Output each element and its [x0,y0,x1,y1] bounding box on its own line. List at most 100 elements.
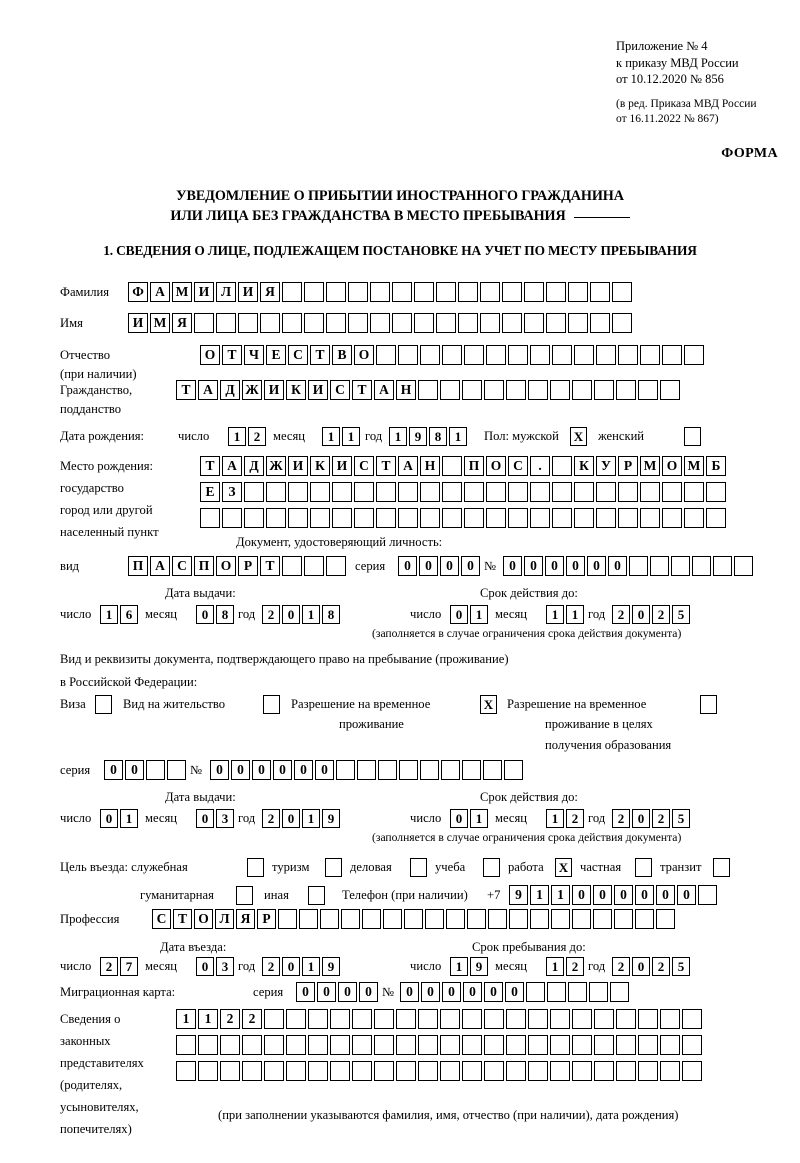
birthplace-row-1-cell[interactable]: С [508,456,528,476]
purpose-other-checkbox[interactable] [308,886,325,905]
surname-field-cell[interactable] [304,282,324,302]
birthplace-row-2-cell[interactable] [574,482,594,502]
legal-rep-row-2-cell[interactable] [396,1035,416,1055]
mcard-number-field-cell[interactable]: 0 [421,982,440,1002]
permit-number-field-cell[interactable]: 0 [315,760,334,780]
legal-rep-row-1-cell[interactable] [506,1009,526,1029]
legal-rep-row-1-cell[interactable] [682,1009,702,1029]
birthplace-row-1-cell[interactable]: У [596,456,616,476]
legal-rep-row-3-cell[interactable] [264,1061,284,1081]
birth-month-digit[interactable]: 1 [342,427,360,446]
doc-series-field-cell[interactable]: 0 [398,556,417,576]
profession-field-cell[interactable] [446,909,465,929]
doc-issue-year-digit[interactable]: 2 [262,605,280,624]
birthplace-row-1-cell[interactable]: М [640,456,660,476]
profession-field-cell[interactable]: Я [236,909,255,929]
phone-field-cell[interactable]: 0 [593,885,612,905]
legal-rep-row-3-cell[interactable] [176,1061,196,1081]
profession-field-cell[interactable] [383,909,402,929]
birthplace-row-1-cell[interactable]: Д [244,456,264,476]
firstname-field-cell[interactable]: М [150,313,170,333]
purpose-private-checkbox[interactable] [635,858,652,877]
legal-rep-row-3-cell[interactable] [616,1061,636,1081]
citizenship-field-cell[interactable]: Н [396,380,416,400]
profession-field-cell[interactable] [425,909,444,929]
mcard-series-field-cell[interactable]: 0 [317,982,336,1002]
patronymic-field-cell[interactable] [464,345,484,365]
doc-kind-field-cell[interactable]: Р [238,556,258,576]
patronymic-field-cell[interactable]: О [200,345,220,365]
legal-rep-row-2-cell[interactable] [220,1035,240,1055]
entry-year-digit[interactable]: 2 [262,957,280,976]
stay-year-digit[interactable]: 2 [612,957,630,976]
firstname-field-cell[interactable]: И [128,313,148,333]
phone-field-cell[interactable]: 0 [635,885,654,905]
patronymic-field-cell[interactable] [684,345,704,365]
birthplace-row-2-cell[interactable]: Е [200,482,220,502]
patronymic-field-cell[interactable]: С [288,345,308,365]
permit-number-field-cell[interactable] [504,760,523,780]
legal-rep-row-3-cell[interactable] [352,1061,372,1081]
citizenship-field-cell[interactable] [462,380,482,400]
patronymic-field-cell[interactable] [508,345,528,365]
birthplace-row-2-cell[interactable] [266,482,286,502]
profession-field-cell[interactable] [551,909,570,929]
firstname-field-cell[interactable] [348,313,368,333]
citizenship-field-cell[interactable] [572,380,592,400]
legal-rep-row-3-cell[interactable] [308,1061,328,1081]
surname-field-cell[interactable] [524,282,544,302]
surname-field-cell[interactable] [282,282,302,302]
surname-field-cell[interactable] [546,282,566,302]
legal-rep-row-1-cell[interactable]: 1 [198,1009,218,1029]
birthplace-row-2-cell[interactable] [596,482,616,502]
birthplace-row-3-cell[interactable] [508,508,528,528]
permit-number-field-cell[interactable] [420,760,439,780]
permit-valid-day-digit[interactable]: 0 [450,809,468,828]
birthplace-row-1-cell[interactable]: Т [376,456,396,476]
surname-field-cell[interactable]: Ф [128,282,148,302]
legal-rep-row-2-cell[interactable] [176,1035,196,1055]
profession-field-cell[interactable]: Л [215,909,234,929]
legal-rep-row-2-cell[interactable] [462,1035,482,1055]
mcard-number-field-cell[interactable]: 0 [400,982,419,1002]
surname-field-cell[interactable] [568,282,588,302]
entry-day-digit[interactable]: 2 [100,957,118,976]
birthplace-row-2-cell[interactable] [640,482,660,502]
legal-rep-row-2-cell[interactable] [264,1035,284,1055]
legal-rep-row-2-cell[interactable] [572,1035,592,1055]
doc-number-field-cell[interactable] [671,556,690,576]
surname-field-cell[interactable] [436,282,456,302]
legal-rep-row-1-cell[interactable] [594,1009,614,1029]
firstname-field-cell[interactable] [612,313,632,333]
patronymic-field-cell[interactable] [486,345,506,365]
profession-field-cell[interactable] [362,909,381,929]
mcard-number-field-cell[interactable] [610,982,629,1002]
legal-rep-row-2-cell[interactable] [682,1035,702,1055]
doc-number-field-cell[interactable] [650,556,669,576]
birthplace-row-2-cell[interactable]: З [222,482,242,502]
citizenship-field-cell[interactable]: Д [220,380,240,400]
doc-number-field-cell[interactable]: 0 [566,556,585,576]
birthplace-row-3-cell[interactable] [442,508,462,528]
permit-issue-year-digit[interactable]: 1 [302,809,320,828]
patronymic-field-cell[interactable]: Т [310,345,330,365]
patronymic-field-cell[interactable]: О [354,345,374,365]
surname-field-cell[interactable]: И [238,282,258,302]
legal-rep-row-2-cell[interactable] [352,1035,372,1055]
birthplace-row-1-cell[interactable]: Б [706,456,726,476]
doc-kind-field-cell[interactable]: Т [260,556,280,576]
doc-valid-day-digit[interactable]: 0 [450,605,468,624]
patronymic-field-cell[interactable] [376,345,396,365]
mcard-number-field-cell[interactable]: 0 [505,982,524,1002]
patronymic-field-cell[interactable] [662,345,682,365]
birthplace-row-1-cell[interactable]: . [530,456,550,476]
doc-series-field-cell[interactable]: 0 [461,556,480,576]
surname-field-cell[interactable] [414,282,434,302]
residence-permit-checkbox[interactable] [263,695,280,714]
mcard-number-field-cell[interactable]: 0 [484,982,503,1002]
doc-valid-month-digit[interactable]: 1 [566,605,584,624]
patronymic-field-cell[interactable]: Т [222,345,242,365]
profession-field-cell[interactable]: Р [257,909,276,929]
mcard-number-field-cell[interactable] [589,982,608,1002]
profession-field-cell[interactable] [572,909,591,929]
